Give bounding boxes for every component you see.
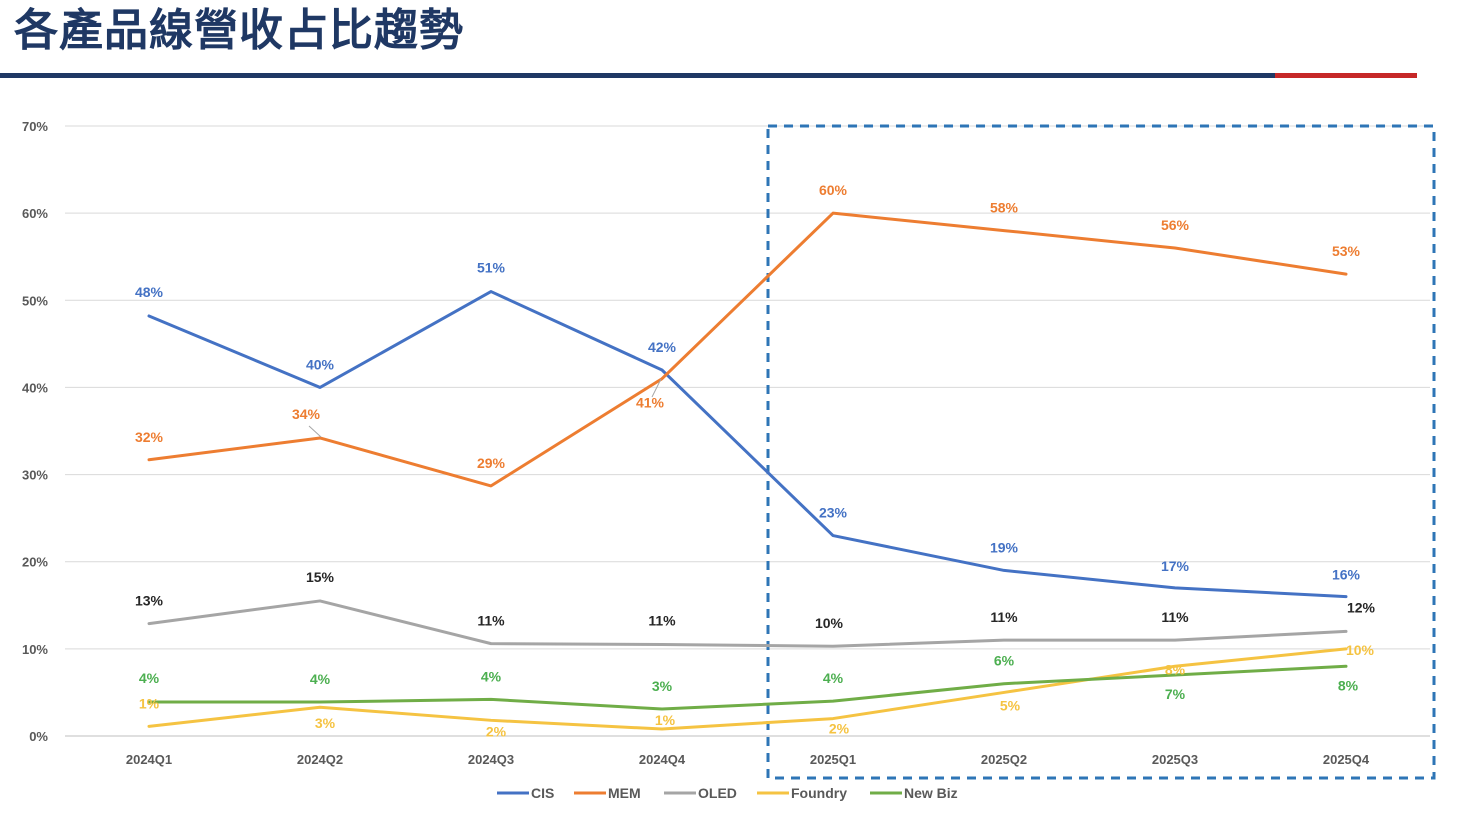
- y-tick-label: 0%: [29, 729, 48, 744]
- label-leader-line: [308, 425, 322, 438]
- data-label-oled: 11%: [648, 613, 676, 629]
- data-label-new-biz: 8%: [1338, 677, 1359, 693]
- legend-label-foundry: Foundry: [791, 785, 847, 801]
- x-tick-label: 2024Q1: [126, 752, 172, 767]
- data-label-oled: 11%: [990, 609, 1018, 625]
- data-label-foundry: 2%: [486, 723, 507, 739]
- legend-label-oled: OLED: [698, 785, 737, 801]
- data-label-mem: 29%: [477, 455, 506, 471]
- data-label-cis: 17%: [1161, 558, 1190, 574]
- x-tick-label: 2025Q1: [810, 752, 856, 767]
- data-label-mem: 56%: [1161, 217, 1190, 233]
- x-tick-label: 2025Q4: [1323, 752, 1370, 767]
- data-label-mem: 34%: [292, 406, 321, 422]
- y-tick-label: 10%: [22, 642, 48, 657]
- data-label-oled: 11%: [1161, 609, 1189, 625]
- data-label-mem: 53%: [1332, 243, 1361, 259]
- data-label-new-biz: 4%: [823, 670, 844, 686]
- data-label-new-biz: 6%: [994, 653, 1015, 669]
- title-underline: [0, 73, 1275, 78]
- title-underline-accent: [1275, 73, 1417, 78]
- legend-label-new-biz: New Biz: [904, 785, 958, 801]
- data-label-cis: 51%: [477, 260, 506, 276]
- x-tick-label: 2025Q3: [1152, 752, 1198, 767]
- data-label-foundry: 1%: [139, 695, 160, 711]
- data-label-mem: 60%: [819, 182, 848, 198]
- data-label-new-biz: 3%: [652, 678, 673, 694]
- y-tick-label: 20%: [22, 555, 48, 570]
- data-label-oled: 12%: [1347, 599, 1376, 615]
- data-label-cis: 16%: [1332, 567, 1361, 583]
- data-label-foundry: 5%: [1000, 697, 1021, 713]
- data-label-new-biz: 4%: [310, 671, 331, 687]
- data-label-new-biz: 4%: [139, 670, 160, 686]
- data-label-cis: 19%: [990, 539, 1019, 555]
- data-label-cis: 23%: [819, 505, 848, 521]
- series-line-cis: [147, 290, 1348, 599]
- data-label-mem: 58%: [990, 200, 1019, 216]
- data-label-oled: 10%: [815, 615, 844, 631]
- y-tick-label: 70%: [22, 119, 48, 134]
- y-tick-label: 50%: [22, 293, 48, 308]
- data-label-foundry: 2%: [829, 721, 850, 737]
- data-label-oled: 13%: [135, 593, 164, 609]
- data-label-foundry: 3%: [315, 715, 336, 731]
- data-label-new-biz: 7%: [1165, 686, 1186, 702]
- highlight-box: [766, 124, 1436, 780]
- data-label-new-biz: 4%: [481, 668, 502, 684]
- x-tick-label: 2025Q2: [981, 752, 1027, 767]
- data-label-foundry: 10%: [1346, 642, 1375, 658]
- y-tick-label: 30%: [22, 468, 48, 483]
- x-tick-label: 2024Q4: [639, 752, 686, 767]
- data-label-cis: 48%: [135, 284, 164, 300]
- data-label-mem: 41%: [636, 395, 665, 411]
- data-label-cis: 40%: [306, 356, 335, 372]
- legend-label-cis: CIS: [531, 785, 554, 801]
- label-leader-line: [651, 378, 662, 398]
- series-line-mem: [147, 211, 1348, 488]
- data-label-foundry: 8%: [1165, 661, 1186, 677]
- y-tick-label: 40%: [22, 380, 48, 395]
- series-line-new-biz: [147, 664, 1348, 711]
- data-label-oled: 11%: [477, 613, 505, 629]
- series-line-oled: [147, 599, 1348, 648]
- data-label-foundry: 1%: [655, 712, 676, 728]
- x-tick-label: 2024Q2: [297, 752, 343, 767]
- x-tick-label: 2024Q3: [468, 752, 514, 767]
- y-tick-label: 60%: [22, 206, 48, 221]
- data-label-cis: 42%: [648, 339, 677, 355]
- data-label-mem: 32%: [135, 429, 164, 445]
- series-line-foundry: [147, 647, 1348, 731]
- data-label-oled: 15%: [306, 569, 335, 585]
- legend-label-mem: MEM: [608, 785, 641, 801]
- page-title: 各產品線營收占比趨勢: [14, 5, 464, 56]
